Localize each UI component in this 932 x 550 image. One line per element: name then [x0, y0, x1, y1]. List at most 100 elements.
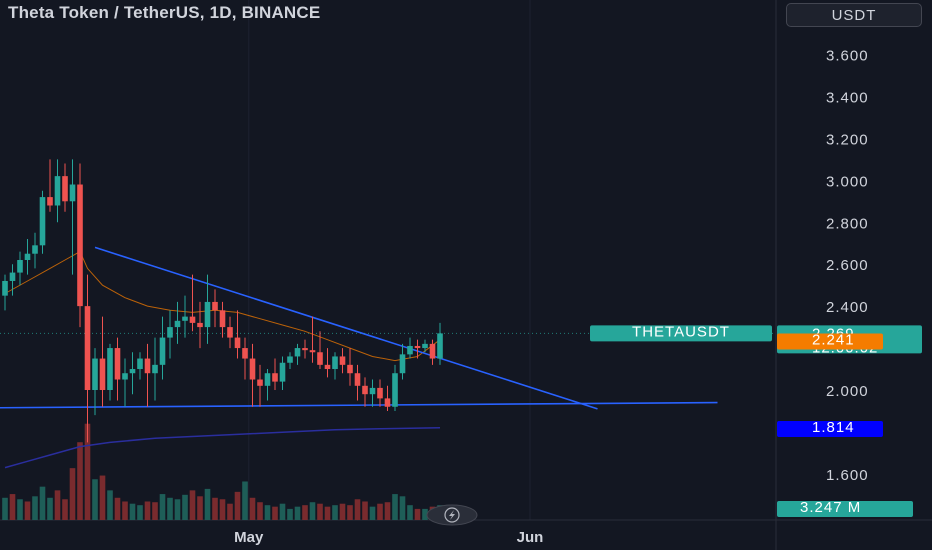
candle	[369, 379, 376, 407]
candle	[212, 289, 218, 328]
volume-bar	[62, 499, 68, 520]
volume-bar	[234, 491, 241, 520]
candle-body	[227, 327, 233, 338]
currency-button[interactable]: USDT	[786, 3, 922, 27]
volume-bar	[377, 503, 383, 520]
candle	[17, 251, 23, 286]
ma-fast-badge-text: 2.241	[812, 331, 855, 348]
volume-bar	[99, 475, 106, 520]
candle-body	[279, 362, 286, 382]
candle	[204, 274, 211, 344]
candle-body	[369, 387, 376, 395]
candle-body	[407, 345, 413, 355]
symbol-badge-bg	[590, 325, 772, 342]
price-axis[interactable]: 3.8003.6003.4003.2003.0002.8002.6002.400…	[826, 6, 869, 484]
volume-bar	[182, 494, 188, 520]
volume-bar	[339, 503, 346, 520]
volume-bar	[272, 506, 278, 520]
volume-bar	[9, 494, 16, 520]
volume-bar	[294, 506, 301, 520]
volume-bar	[144, 501, 151, 520]
candle	[107, 343, 113, 401]
candle-body	[174, 320, 181, 328]
volume-badge-bg	[777, 501, 913, 517]
time-tick-label: May	[234, 529, 264, 546]
symbol-badge-text: THETAUSDT	[632, 323, 730, 340]
candle-body	[309, 350, 316, 353]
volume-bar	[32, 496, 38, 520]
volume-bar	[302, 505, 308, 520]
candle	[279, 356, 286, 390]
candle-body	[69, 184, 76, 202]
candle-body	[197, 322, 203, 328]
candle-body	[129, 369, 136, 374]
candle	[257, 364, 263, 407]
candle	[347, 348, 353, 386]
trendline-descending-resistance	[94, 246, 598, 410]
volume-bar	[212, 497, 218, 520]
candle	[309, 316, 316, 363]
time-axis[interactable]: May Jun	[234, 529, 543, 546]
volume-bar	[159, 494, 166, 520]
ma-fast-badge: 2.241	[777, 331, 883, 350]
volume-bar	[279, 503, 286, 520]
volume-bar	[77, 442, 83, 520]
candle	[54, 159, 61, 223]
candle	[47, 159, 53, 212]
candle-body	[219, 310, 226, 328]
candle-body	[9, 272, 16, 281]
volume-bar	[107, 490, 113, 520]
candle	[272, 358, 278, 390]
lightning-bolt	[449, 510, 455, 520]
volume-bar	[249, 497, 256, 520]
time-tick-label: Jun	[517, 529, 544, 546]
price-tick-label: 2.800	[826, 215, 869, 232]
volume-bar	[197, 496, 203, 520]
candle	[62, 163, 68, 212]
volume-bar	[227, 503, 233, 520]
price-tick-label: 3.400	[826, 89, 869, 106]
chart-title: Theta Token / TetherUS, 1D, BINANCE	[8, 3, 321, 22]
volume-bar	[167, 497, 173, 520]
trendline-horizontal-support	[0, 401, 718, 409]
candle	[429, 339, 436, 365]
candle-body	[294, 348, 301, 357]
candle-body	[234, 337, 241, 349]
candle-body	[212, 301, 218, 311]
candle	[152, 337, 158, 401]
volume-bar	[324, 506, 331, 520]
candle	[332, 352, 338, 380]
candle	[354, 364, 361, 401]
candle-body	[399, 354, 406, 374]
candle	[399, 343, 406, 380]
candle-body	[204, 301, 211, 328]
candle-body	[167, 327, 173, 338]
candle	[159, 316, 166, 380]
volume-bar	[2, 497, 8, 520]
candle	[339, 348, 346, 374]
candle	[234, 310, 241, 359]
lightning-icon	[426, 504, 478, 526]
volume-bar	[219, 499, 226, 520]
candle-body	[324, 364, 331, 370]
candle-body	[249, 358, 256, 380]
candle-body	[2, 280, 8, 296]
price-tick-label: 3.200	[826, 131, 869, 148]
volume-bar	[354, 499, 361, 520]
volume-bar	[47, 497, 53, 520]
volume-bar	[414, 508, 421, 520]
volume-bar	[384, 502, 391, 520]
volume-bar	[287, 508, 293, 520]
candle-body	[189, 316, 196, 323]
volume-bar	[174, 499, 181, 520]
candle	[189, 274, 196, 332]
volume-bar	[17, 499, 23, 520]
price-tick-label: 2.400	[826, 299, 869, 316]
candle-body	[287, 356, 293, 363]
candle	[422, 339, 428, 353]
candle	[69, 159, 76, 275]
candle	[287, 352, 293, 370]
price-tick-label: 3.000	[826, 173, 869, 190]
